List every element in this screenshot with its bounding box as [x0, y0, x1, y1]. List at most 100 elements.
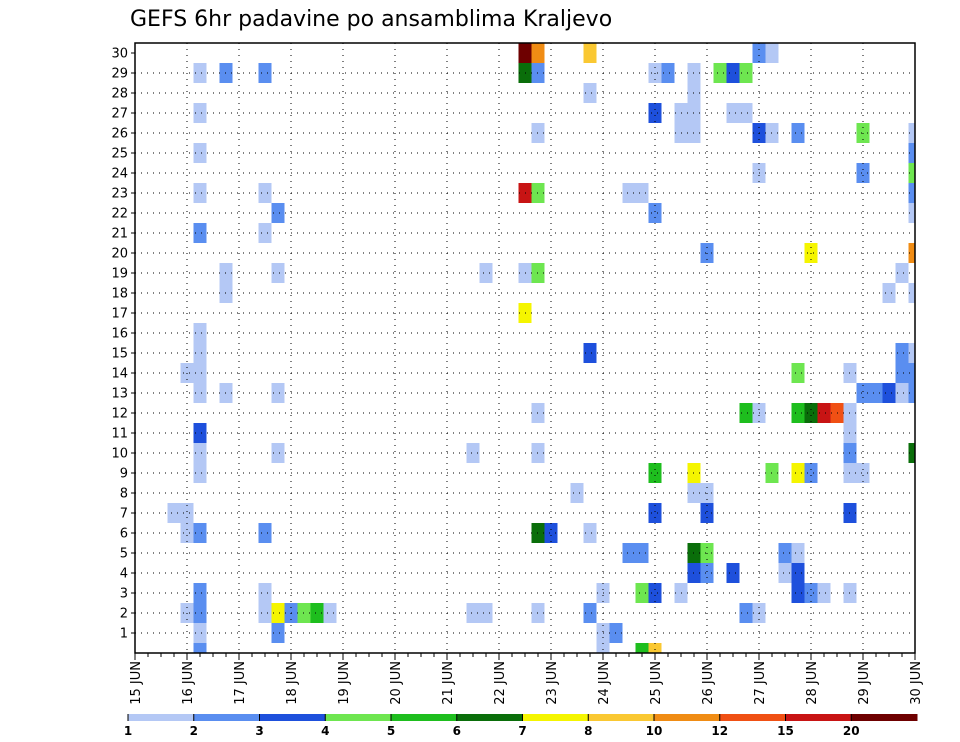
- heatmap-cell: [193, 443, 207, 463]
- colorbar-swatch: [456, 714, 523, 721]
- x-tick-label: 30 JUN: [909, 661, 924, 705]
- heatmap-cell: [193, 223, 207, 243]
- heatmap-cell: [193, 63, 207, 83]
- heatmap-cell: [726, 563, 740, 583]
- heatmap-cell: [791, 403, 805, 423]
- heatmap-cell: [635, 183, 649, 203]
- heatmap-cell: [518, 43, 532, 63]
- heatmap-cell: [895, 343, 909, 363]
- y-tick-label: 21: [111, 227, 128, 242]
- y-tick-label: 3: [120, 587, 128, 602]
- grid-layer: [135, 43, 915, 653]
- x-axis: 15 JUN 16 JUN 17 JUN 18 JUN 19 JUN 20 JUN 21 J…: [129, 653, 924, 705]
- heatmap-cell: [193, 603, 207, 623]
- heatmap-cell: [258, 523, 272, 543]
- heatmap-cell: [713, 63, 727, 83]
- y-tick-label: 9: [120, 467, 128, 482]
- heatmap-cell: [193, 183, 207, 203]
- heatmap-cell: [271, 623, 285, 643]
- heatmap-cell: [908, 383, 915, 403]
- y-tick-label: 25: [111, 147, 128, 162]
- heatmap-cell: [648, 643, 662, 653]
- heatmap-cell: [479, 263, 493, 283]
- x-tick-label: 24 JUN: [597, 661, 612, 705]
- heatmap-cell: [700, 563, 714, 583]
- colorbar-label: 12: [711, 724, 728, 738]
- y-tick-label: 18: [111, 287, 128, 302]
- y-tick-label: 10: [111, 447, 128, 462]
- heatmap-cell: [739, 103, 753, 123]
- heatmap-cell: [908, 363, 915, 383]
- heatmap-cell: [635, 583, 649, 603]
- heatmap-cell: [271, 263, 285, 283]
- y-tick-label: 4: [120, 567, 128, 582]
- chart-title: GEFS 6hr padavine po ansamblima Kraljevo: [130, 7, 612, 32]
- x-tick-label: 29 JUN: [857, 661, 872, 705]
- y-tick-label: 26: [111, 127, 128, 142]
- heatmap-cell: [661, 63, 675, 83]
- heatmap-cell: [817, 403, 831, 423]
- y-tick-label: 5: [120, 547, 128, 562]
- colorbar-label: 5: [387, 724, 395, 738]
- heatmap-cell: [882, 383, 896, 403]
- heatmap-cell: [193, 523, 207, 543]
- y-tick-label: 19: [111, 267, 128, 282]
- y-tick-label: 2: [120, 607, 128, 622]
- y-tick-label: 22: [111, 207, 128, 222]
- heatmap-cell: [726, 63, 740, 83]
- heatmap-cell: [817, 583, 831, 603]
- heatmap-cell: [791, 563, 805, 583]
- heatmap-cell: [193, 363, 207, 383]
- heatmap-cell: [856, 383, 870, 403]
- heatmap-cell: [856, 163, 870, 183]
- heatmap-cell: [193, 103, 207, 123]
- heatmap-cell: [648, 103, 662, 123]
- y-tick-label: 24: [111, 167, 128, 182]
- heatmap-cell: [271, 203, 285, 223]
- y-tick-label: 11: [111, 427, 128, 442]
- colorbar-label: 4: [321, 724, 329, 738]
- colorbar-label: 1: [124, 724, 132, 738]
- colorbar: 1 2 3 4 5 6 7 8 10 12 15 20: [124, 714, 918, 738]
- heatmap-cell: [908, 143, 915, 163]
- x-tick-label: 16 JUN: [181, 661, 196, 705]
- y-tick-label: 12: [111, 407, 128, 422]
- heatmap-cell: [258, 183, 272, 203]
- heatmap-cell: [804, 583, 818, 603]
- heatmap-cell: [635, 643, 649, 653]
- y-tick-label: 16: [111, 327, 128, 342]
- heatmap-cell: [466, 443, 480, 463]
- y-tick-label: 6: [120, 527, 128, 542]
- heatmap-cell: [791, 543, 805, 563]
- heatmap-cell: [895, 383, 909, 403]
- x-tick-label: 18 JUN: [285, 661, 300, 705]
- colorbar-swatch: [719, 714, 786, 721]
- heatmap-cell: [583, 603, 597, 623]
- heatmap-cell: [726, 103, 740, 123]
- heatmap-cell: [856, 463, 870, 483]
- x-tick-label: 17 JUN: [233, 661, 248, 705]
- heatmap-cell: [648, 203, 662, 223]
- colorbar-label: 10: [646, 724, 663, 738]
- heatmap-cell: [778, 563, 792, 583]
- colorbar-swatch: [654, 714, 721, 721]
- heatmap-cell: [908, 183, 915, 203]
- x-tick-label: 22 JUN: [493, 661, 508, 705]
- heatmap-cell: [180, 503, 194, 523]
- x-tick-label: 27 JUN: [753, 661, 768, 705]
- heatmap-cell: [544, 523, 558, 543]
- heatmap-cell: [258, 63, 272, 83]
- y-axis: 1234567891011121314151617181920212223242…: [111, 47, 135, 642]
- heatmap-cell: [791, 123, 805, 143]
- heatmap-cell: [193, 323, 207, 343]
- heatmap-cell: [466, 603, 480, 623]
- x-tick-label: 15 JUN: [129, 661, 144, 705]
- heatmap-cell: [583, 523, 597, 543]
- y-tick-label: 14: [111, 367, 128, 382]
- heatmap-cell: [765, 43, 779, 63]
- heatmap-cell: [739, 63, 753, 83]
- colorbar-swatch: [128, 714, 195, 721]
- heatmap-cell: [193, 623, 207, 643]
- x-tick-label: 26 JUN: [701, 661, 716, 705]
- heatmap-cell: [908, 163, 915, 183]
